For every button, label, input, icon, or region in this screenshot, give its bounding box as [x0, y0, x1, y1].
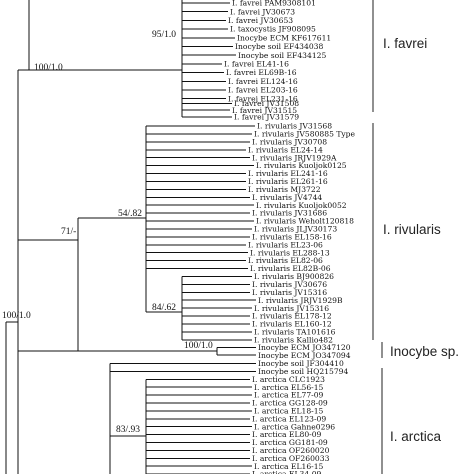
leaf-label: I. rivularis JV31686 [252, 209, 327, 218]
support-rivularis-inner: 54/.82 [118, 209, 142, 219]
leaf-label: I. rivularis EL24-14 [248, 145, 323, 154]
support-inocybe-sp: 100/1.0 [184, 341, 213, 351]
leaf-label: I. rivularis JV580885 Type [254, 130, 356, 139]
leaf-label: Inocybe soil HQ215794 [258, 367, 349, 376]
leaf-label: I. rivularis BJ900826 [254, 272, 334, 281]
clade-label-arctica: I. arctica [390, 429, 442, 444]
leaf-label: I. favrei EL41-16 [224, 60, 289, 69]
support-favrei-root: 100/1.0 [34, 63, 63, 73]
leaf-label: I. favrei JV31515 [232, 106, 297, 115]
leaf-label: Inocybe soil EF434038 [235, 42, 323, 51]
leaf-label: Inocybe soil EF434125 [238, 51, 326, 60]
leaf-label: I. arctica EL16-15 [254, 462, 324, 471]
leaf-label: I. favrei EL124-16 [228, 77, 298, 86]
leaf-label: I. rivularis Weholt120818 [256, 217, 354, 226]
leaf-label: I. arctica OF260033 [252, 454, 330, 463]
leaf-label: I. arctica EL77-09 [254, 391, 324, 400]
leaf-label: I. arctica GG181-09 [252, 438, 328, 447]
support-root: 100/1.0 [2, 311, 31, 321]
support-favrei-inner: 95/1.0 [152, 30, 176, 40]
leaf-label: I. rivularis Kuoljok0052 [256, 201, 347, 210]
leaf-label: I. favrei JV31508 [234, 99, 299, 108]
leaf-label: I. arctica EL123-09 [252, 414, 326, 423]
leaf-label: I. rivularis TA101616 [254, 328, 336, 337]
leaf-label: I. rivularis EL160-12 [252, 320, 332, 329]
leaf-label: I. rivularis EL241-16 [248, 169, 328, 178]
clade-bars [372, 0, 383, 474]
leaf-label: I. arctica EL56-15 [254, 383, 324, 392]
leaf-label: I. rivularis EL82-06 [248, 256, 323, 265]
leaf-label: I. rivularis Kuoljok0125 [256, 161, 347, 170]
leaf-label: I. rivularis MJ3722 [248, 185, 321, 194]
leaf-label: I. favrei EL203-16 [228, 86, 298, 95]
leaf-label: I. rivularis Kallio482 [254, 335, 333, 344]
clade-label-inocybe-sp: Inocybe sp. [390, 344, 459, 359]
leaf-label: I. arctica CLC1923 [252, 375, 325, 384]
leaf-label: I. rivularis JV4744 [252, 193, 322, 202]
leaf-label: I. rivularis JV15316 [254, 304, 329, 313]
support-rivularis-sub: 84/.62 [152, 303, 176, 313]
leaf-label: I. rivularis EL23-06 [248, 240, 323, 249]
leaf-label: I. arctica Gahne0296 [254, 422, 335, 431]
leaf-label: I. rivularis JLJV30173 [254, 225, 337, 234]
leaf-label: I. favrei EL69B-16 [226, 68, 297, 77]
leaf-label: I. rivularis EL178-12 [252, 312, 332, 321]
leaf-label: I. rivularis EL158-16 [252, 232, 332, 241]
support-arctica: 83/.93 [116, 425, 140, 435]
leaf-label: I. rivularis EL288-13 [250, 248, 330, 257]
leaf-label: I. arctica OF260020 [252, 446, 330, 455]
leaf-label: Inocybe ECM JO347120 [258, 343, 351, 352]
leaf-label: Inocybe ECM KF617611 [237, 33, 331, 42]
leaf-label: I. arctica GG128-09 [252, 399, 328, 408]
leaf-label: I. favrei PAM9308101 [232, 0, 316, 8]
leaf-label: I. taxocystis JF908095 [230, 25, 316, 34]
leaf-label: I. rivularis EL261-16 [248, 177, 328, 186]
leaf-label: I. rivularis JRJV1929B [258, 296, 343, 305]
clade-label-favrei: I. favrei [383, 36, 427, 51]
leaf-label: I. rivularis JV31568 [257, 122, 332, 131]
leaf-label: I. favrei JV30673 [230, 7, 295, 16]
leaf-label: I. arctica EL80-09 [252, 430, 322, 439]
leaf-label: I. arctica EL18-15 [254, 407, 324, 416]
leaf-label: Inocybe ECM JO347094 [258, 351, 351, 360]
clade-label-rivularis: I. rivularis [383, 222, 441, 237]
leaf-label: I. rivularis JV30676 [252, 280, 327, 289]
leaf-label: I. rivularis JRJV1929A [252, 153, 337, 162]
leaf-label: Inocybe soil JF304410 [258, 359, 344, 368]
support-rivularis-outer: 71/- [61, 227, 76, 237]
leaf-label: I. rivularis JV30708 [252, 137, 327, 146]
leaf-label: I. favrei EL231-16 [228, 94, 298, 103]
leaf-label: I. rivularis JV15316 [252, 288, 327, 297]
leaf-label: I. favrei JV30653 [228, 16, 293, 25]
leaf-label: I. rivularis EL82B-06 [250, 264, 331, 273]
tree-branches [5, 0, 256, 474]
leaf-label: I. arctica EL34-09 [252, 470, 322, 474]
leaf-label: I. favrei JV31579 [234, 112, 299, 121]
